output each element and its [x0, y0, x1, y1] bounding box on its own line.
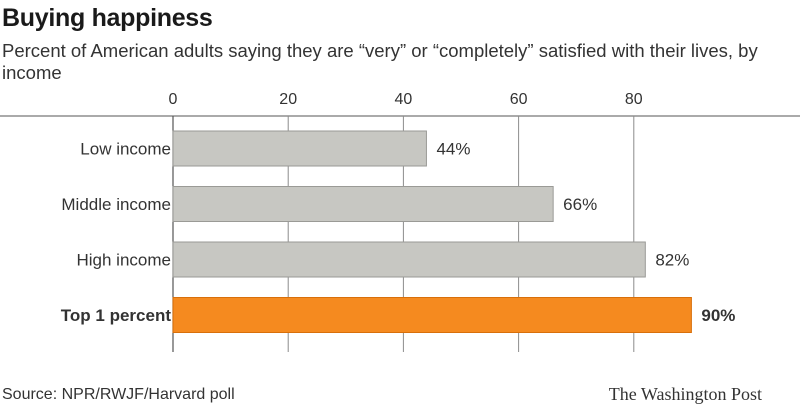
bar: [172, 241, 646, 278]
data-label: 66%: [563, 195, 597, 214]
bar: [172, 130, 427, 167]
x-tick-label: 40: [395, 91, 413, 108]
category-label: Middle income: [61, 195, 171, 214]
x-tick-label: 0: [169, 91, 178, 108]
category-label: High income: [77, 251, 172, 270]
category-label: Low income: [80, 140, 171, 159]
publisher-wordmark: The Washington Post: [608, 384, 762, 404]
bar: [172, 186, 554, 222]
x-tick-label: 20: [279, 91, 297, 108]
x-tick-label: 60: [510, 91, 528, 108]
data-label: 90%: [701, 306, 735, 325]
category-label: Top 1 percent: [61, 306, 172, 325]
data-label: 44%: [436, 140, 470, 159]
chart-title: Buying happiness: [2, 4, 213, 32]
chart-subtitle: Percent of American adults saying they a…: [2, 40, 758, 83]
source-note: Source: NPR/RWJF/Harvard poll: [2, 386, 235, 403]
data-label: 82%: [655, 251, 689, 270]
bar-highlight: [172, 297, 692, 333]
x-tick-label: 80: [625, 91, 643, 108]
